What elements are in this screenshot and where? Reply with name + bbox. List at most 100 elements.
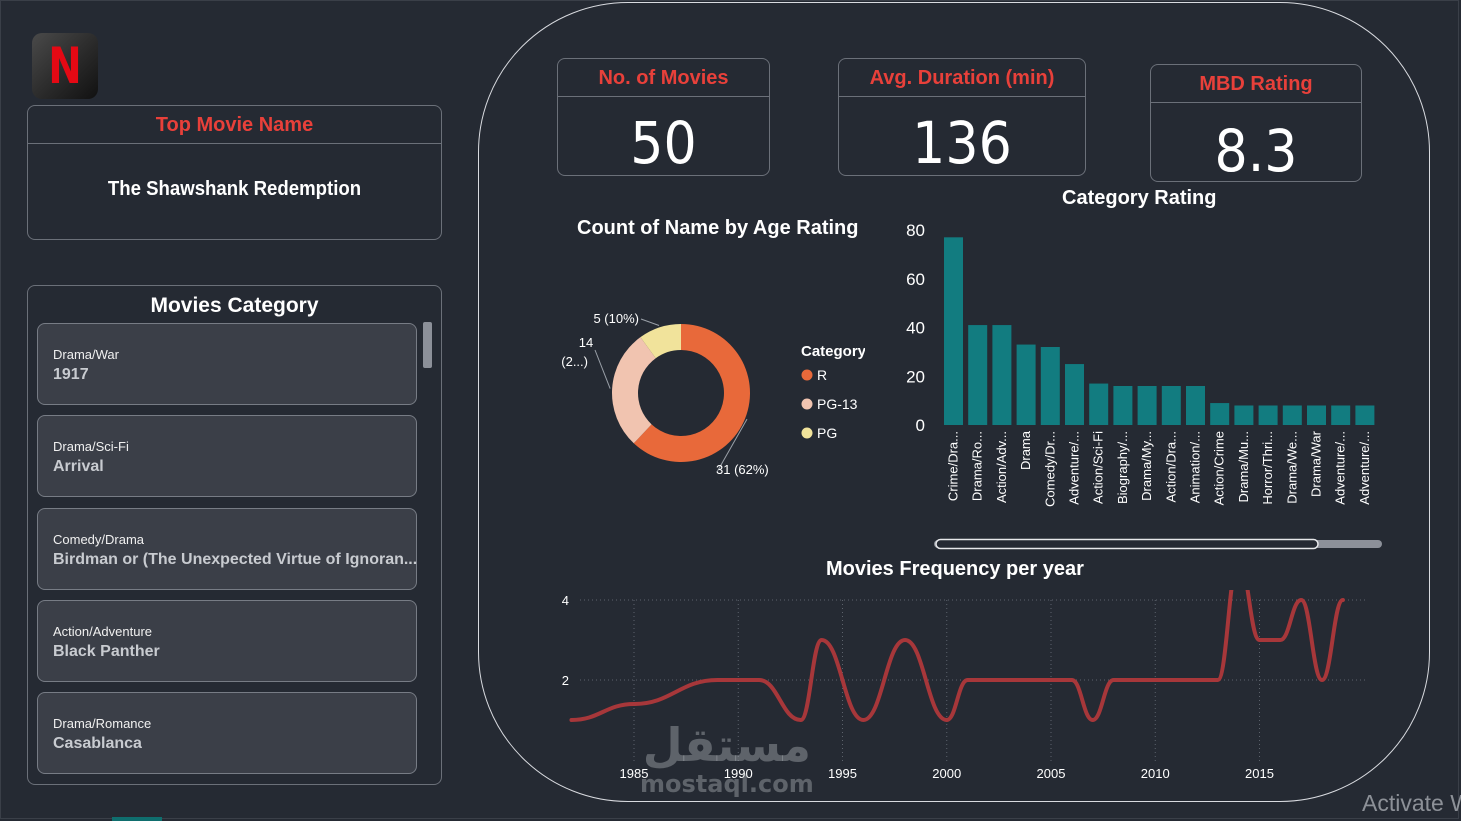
movies-category-slicer: Movies Category Drama/War 1917 Drama/Sci… [27, 285, 442, 785]
category-card[interactable]: Action/Adventure Black Panther [37, 600, 417, 682]
donut-leader-line [716, 418, 748, 473]
category-genre: Drama/Romance [53, 716, 152, 731]
kpi-label: No. of Movies [558, 59, 769, 97]
category-genre: Action/Adventure [53, 624, 153, 639]
x-tick-label: Comedy/Dr... [1042, 431, 1057, 507]
kpi-value: 136 [912, 109, 1012, 177]
movies-per-year-line-chart: 1985 1990 1995 2000 2005 2010 2015 2 4 [562, 590, 1365, 781]
kpi-movies-count: No. of Movies 50 [557, 58, 770, 177]
donut-data-label: 14 [579, 335, 593, 350]
x-tick-label: Adventure/... [1357, 431, 1372, 505]
y-tick-label: 4 [562, 593, 569, 608]
kpi-label: MBD Rating [1151, 65, 1361, 103]
bar[interactable] [1113, 386, 1133, 425]
category-genre: Comedy/Drama [53, 532, 145, 547]
x-tick-label: Drama [1018, 430, 1033, 470]
bar[interactable] [1258, 405, 1278, 426]
donut-chart-title: Count of Name by Age Rating [577, 217, 859, 239]
top-movie-title: Top Movie Name [28, 106, 441, 144]
bar[interactable] [1355, 405, 1375, 426]
bar[interactable] [1161, 386, 1181, 425]
y-tick-label: 20 [906, 367, 925, 386]
x-tick-label: 2015 [1245, 766, 1274, 781]
category-movie: Black Panther [53, 643, 160, 660]
category-movie: Birdman or (The Unexpected Virtue of Ign… [53, 551, 418, 568]
bar[interactable] [1065, 364, 1084, 425]
top-movie-value: The Shawshank Redemption [107, 178, 362, 200]
donut-slice-pg[interactable] [640, 324, 681, 359]
x-tick-label: 2010 [1141, 766, 1170, 781]
donut-legend-title: Category [801, 343, 865, 360]
frequency-line[interactable] [569, 590, 1345, 723]
donut-data-label: 31 (62%) [716, 462, 769, 477]
legend-item-pg[interactable]: PG [817, 425, 837, 441]
x-tick-label: Action/Dra... [1163, 431, 1178, 503]
bar-chart-scroll-thumb[interactable] [935, 538, 1319, 550]
bar[interactable] [1331, 405, 1351, 426]
legend-marker [801, 369, 813, 381]
category-genre: Drama/War [53, 347, 119, 362]
bar[interactable] [944, 237, 963, 425]
x-tick-label: Adventure/... [1333, 431, 1348, 505]
bar[interactable] [1137, 386, 1157, 425]
kpi-value: 50 [630, 109, 697, 177]
kpi-value: 8.3 [1214, 117, 1298, 185]
movies-category-title: Movies Category [150, 294, 319, 317]
kpi-avg-duration: Avg. Duration (min) 136 [838, 58, 1086, 177]
bar[interactable] [1016, 344, 1036, 425]
bar[interactable] [1307, 405, 1326, 426]
y-tick-label: 2 [562, 673, 569, 688]
x-tick-label: Drama/We... [1284, 431, 1299, 504]
category-genre: Drama/Sci-Fi [53, 439, 129, 454]
category-card[interactable]: Drama/Sci-Fi Arrival [37, 415, 417, 497]
x-tick-label: Drama/Mu... [1236, 431, 1251, 503]
bar[interactable] [1089, 383, 1109, 425]
age-rating-donut-chart: 31 (62%) 14 (2...) 5 (10%) Category R PG-13 PG [561, 311, 865, 477]
netflix-logo: N [32, 33, 98, 99]
bar[interactable] [1234, 405, 1254, 426]
category-card[interactable]: Drama/Romance Casablanca [37, 692, 417, 774]
kpi-label: Avg. Duration (min) [839, 59, 1085, 97]
legend-marker [801, 427, 813, 439]
x-tick-label: 2000 [932, 766, 961, 781]
bar[interactable] [1210, 403, 1230, 425]
x-tick-label: Horror/Thri... [1260, 431, 1275, 505]
donut-leader-line [594, 349, 611, 389]
bar[interactable] [992, 325, 1012, 425]
category-movie: 1917 [53, 366, 89, 383]
bar-chart-title: Category Rating [1062, 187, 1217, 209]
legend-item-r[interactable]: R [817, 367, 827, 383]
y-tick-label: 80 [906, 221, 925, 240]
donut-slice-pg-13[interactable] [612, 337, 656, 444]
donut-data-label: (2...) [561, 354, 588, 369]
bar[interactable] [1186, 386, 1205, 425]
category-movie: Casablanca [53, 735, 142, 752]
x-tick-label: Action/Crime [1212, 431, 1227, 505]
bar[interactable] [1040, 347, 1060, 425]
x-tick-label: Drama/Ro... [970, 431, 985, 501]
legend-marker [801, 398, 813, 410]
x-tick-label: Crime/Dra... [946, 431, 961, 501]
category-card[interactable]: Drama/War 1917 [37, 323, 417, 405]
donut-data-label: 5 (10%) [593, 311, 639, 326]
bar[interactable] [1282, 405, 1302, 426]
category-scrollbar[interactable] [423, 322, 432, 368]
x-tick-label: 1985 [620, 766, 649, 781]
donut-slice-r[interactable] [633, 324, 750, 462]
x-tick-label: 1990 [724, 766, 753, 781]
x-tick-label: Drama/My... [1139, 431, 1154, 501]
x-tick-label: Action/Adv... [994, 431, 1009, 503]
top-movie-card: Top Movie Name The Shawshank Redemption [27, 105, 442, 240]
x-tick-label: Action/Sci-Fi [1091, 431, 1106, 504]
category-rating-bar-chart: 0 20 40 60 80 Crime/Dra... Drama/Ro... Action/A… [906, 221, 1382, 550]
legend-item-pg-13[interactable]: PG-13 [817, 396, 858, 412]
category-card[interactable]: Comedy/Drama Birdman or (The Unexpected … [37, 508, 417, 590]
x-tick-label: 1995 [828, 766, 857, 781]
x-tick-label: Adventure/... [1067, 431, 1082, 505]
x-tick-label: Animation/... [1188, 431, 1203, 503]
x-tick-label: Drama/War [1309, 430, 1324, 497]
kpi-rating: MBD Rating 8.3 [1150, 64, 1362, 185]
page-tab-indicator[interactable] [112, 817, 162, 821]
bar[interactable] [968, 325, 988, 425]
